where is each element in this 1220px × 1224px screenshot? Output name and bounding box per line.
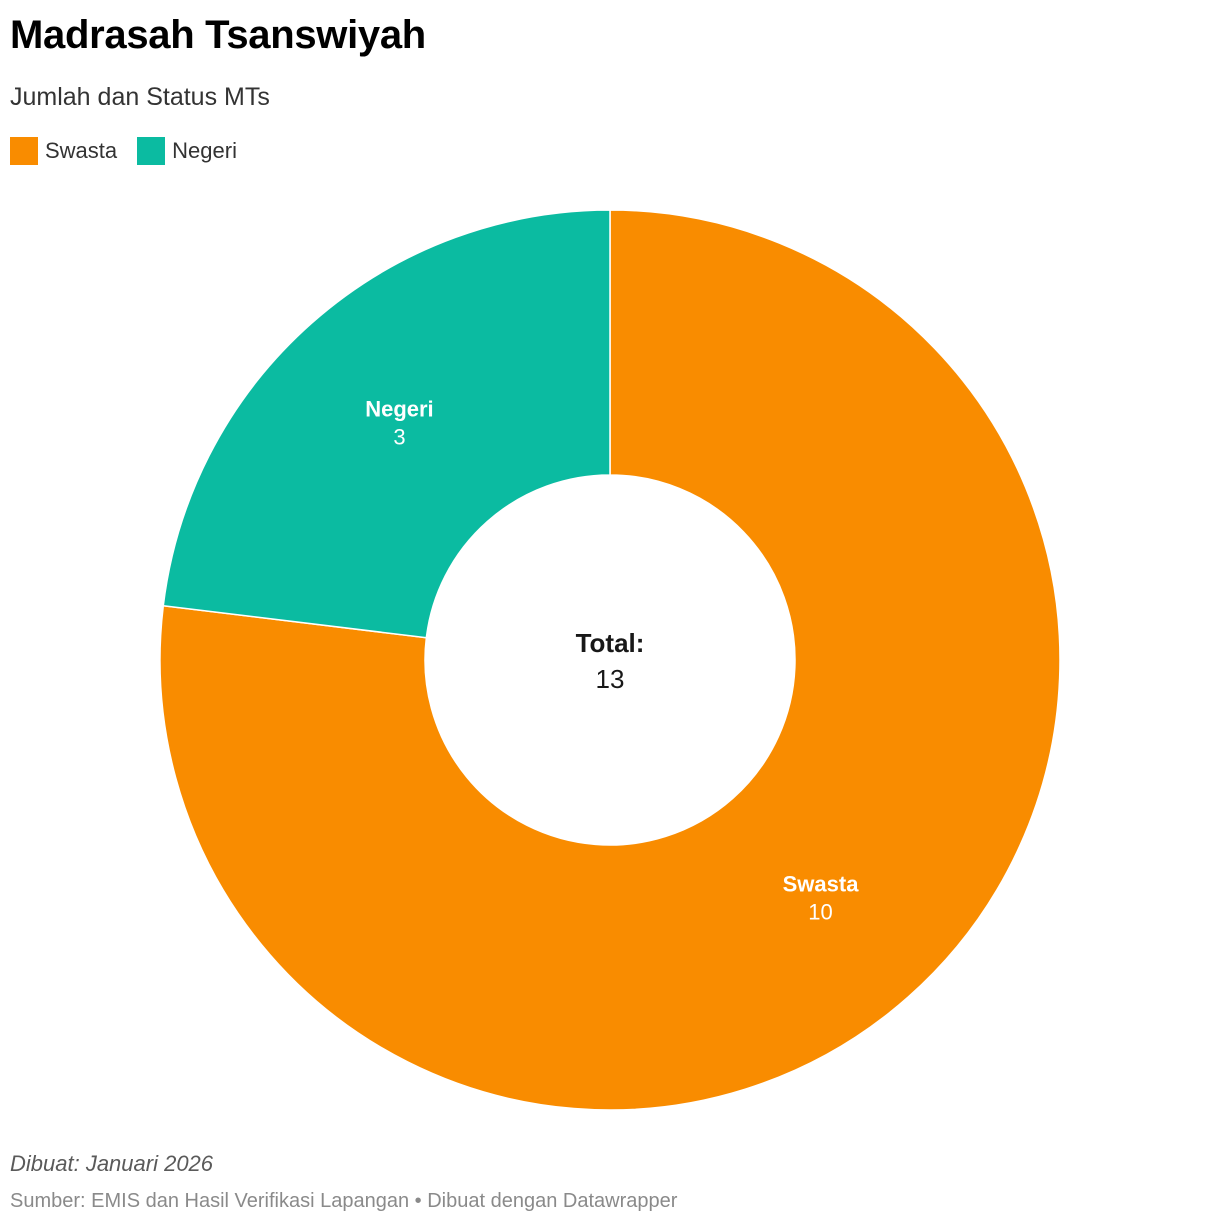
slice-label-negeri: Negeri	[365, 396, 433, 421]
chart-subtitle: Jumlah dan Status MTs	[10, 83, 270, 111]
legend-swatch-swasta	[10, 137, 38, 165]
slice-labels-group: Swasta 10 Negeri 3	[365, 396, 859, 924]
footer-date: Dibuat: Januari 2026	[10, 1151, 214, 1176]
center-total-value: 13	[596, 664, 625, 694]
legend-item-negeri: Negeri	[137, 137, 237, 165]
legend-label-negeri: Negeri	[172, 138, 237, 163]
legend-swatch-negeri	[137, 137, 166, 165]
slice-swasta	[159, 209, 1061, 1111]
slices-group	[159, 209, 1061, 1111]
slice-value-negeri: 3	[393, 424, 405, 449]
legend: Swasta Negeri	[10, 137, 237, 165]
slice-negeri	[162, 209, 611, 639]
slice-value-swasta: 10	[808, 900, 832, 925]
chart-title: Madrasah Tsanswiyah	[10, 13, 426, 57]
center-total-label: Total:	[576, 628, 645, 658]
legend-item-swasta: Swasta	[10, 137, 117, 165]
footer-source: Sumber: EMIS dan Hasil Verifikasi Lapang…	[10, 1190, 678, 1212]
legend-label-swasta: Swasta	[45, 138, 118, 163]
slice-label-swasta: Swasta	[783, 872, 860, 897]
